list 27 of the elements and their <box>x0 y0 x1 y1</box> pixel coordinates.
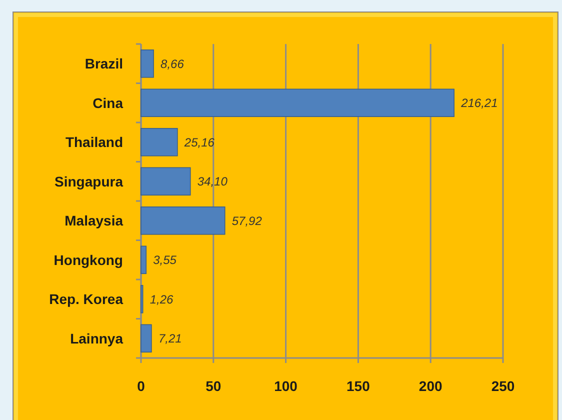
data-label: 7,21 <box>158 332 182 346</box>
data-label: 57,92 <box>232 214 262 228</box>
bar <box>140 206 226 235</box>
bar <box>140 167 191 196</box>
y-tick-label: Singapura <box>54 173 124 190</box>
x-tick-label: 150 <box>346 378 370 394</box>
bar <box>140 88 454 118</box>
data-label: 1,26 <box>150 292 174 306</box>
x-tick-label: 100 <box>274 378 298 394</box>
bar <box>140 49 154 78</box>
data-label: 8,66 <box>160 56 184 71</box>
bar <box>140 246 147 274</box>
bar <box>140 128 178 156</box>
data-label: 3,55 <box>153 253 177 268</box>
y-tick-label: Brazil <box>84 56 123 72</box>
y-tick-label: Thailand <box>65 134 123 150</box>
y-tick-label: Lainnya <box>70 330 124 346</box>
y-tick-label: Rep. Korea <box>49 291 124 308</box>
bar <box>140 324 152 353</box>
y-tick-label: Cina <box>92 94 124 111</box>
x-tick-label: 250 <box>491 378 515 394</box>
x-tick-label: 200 <box>418 378 442 394</box>
x-tick-label: 0 <box>137 378 146 394</box>
x-tick-label: 50 <box>206 378 222 394</box>
data-label: 216,21 <box>460 96 498 110</box>
y-tick-label: Malaysia <box>64 212 124 229</box>
y-tick-label: Hongkong <box>54 252 123 268</box>
